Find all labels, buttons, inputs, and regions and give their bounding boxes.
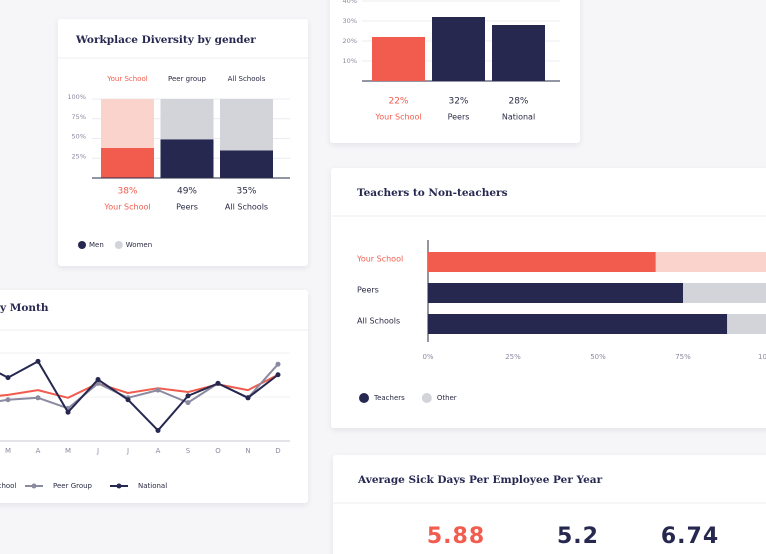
legend-marker <box>359 393 369 403</box>
x-tick-label: A <box>36 447 41 455</box>
value-label: 22% <box>388 97 408 107</box>
point <box>5 397 11 403</box>
card-title: Workplace Diversity by gender <box>75 34 256 46</box>
bar-segment <box>220 150 273 178</box>
legend-label: Teachers <box>373 394 405 402</box>
card-title: y Month <box>0 302 49 314</box>
value-label: 28% <box>508 97 528 107</box>
y-tick-label: 20% <box>343 37 357 45</box>
point <box>275 372 281 378</box>
legend-label: Women <box>126 241 152 249</box>
x-tick-label: D <box>275 447 280 455</box>
x-tick-label: 75% <box>675 353 691 361</box>
value-label: 35% <box>236 187 256 197</box>
point <box>245 395 251 401</box>
bar-segment <box>683 283 766 303</box>
legend-marker <box>116 483 122 489</box>
x-tick-label: N <box>245 447 250 455</box>
line-series <box>0 373 279 399</box>
category-label: National <box>502 113 535 122</box>
point <box>35 358 41 364</box>
category-label: Peers <box>448 113 470 122</box>
x-tick-label: S <box>186 447 191 455</box>
bar-segment <box>428 252 656 272</box>
category-label: Your School <box>374 113 421 122</box>
stat-value: 5.2 <box>557 524 599 549</box>
category-label: All Schools <box>357 317 400 326</box>
category-label: Peer group <box>168 75 207 83</box>
point <box>215 380 221 386</box>
point <box>155 387 161 393</box>
category-label: Your School <box>103 203 150 212</box>
point <box>125 397 131 403</box>
x-tick-label: J <box>96 447 99 455</box>
point <box>65 409 71 415</box>
category-label: Peers <box>176 203 198 212</box>
legend-marker <box>31 483 37 489</box>
point <box>275 361 281 367</box>
point <box>5 375 11 381</box>
legend-label: Other <box>437 394 457 402</box>
category-label: All Schools <box>225 203 268 212</box>
bar-segment <box>727 314 766 334</box>
y-tick-label: 30% <box>343 17 357 25</box>
bar <box>432 17 485 81</box>
legend-marker <box>421 393 432 403</box>
card-title: Average Sick Days Per Employee Per Year <box>357 474 603 486</box>
category-label: Your School <box>106 75 147 83</box>
bar-segment <box>220 99 273 151</box>
y-tick-label: 50% <box>72 133 86 141</box>
point <box>95 377 101 383</box>
y-tick-label: 40% <box>343 0 357 5</box>
x-tick-label: J <box>126 447 129 455</box>
point <box>155 427 161 433</box>
bar-segment <box>101 147 154 178</box>
category-label: All Schools <box>228 75 266 83</box>
value-label: 49% <box>177 187 197 197</box>
card <box>333 455 766 554</box>
value-label: 38% <box>117 187 137 197</box>
legend-label: Men <box>89 241 104 249</box>
bar-segment <box>101 99 154 148</box>
value-label: 32% <box>448 97 468 107</box>
x-tick-label: O <box>215 447 221 455</box>
bar-segment <box>428 314 728 334</box>
category-label: Your School <box>356 255 403 264</box>
bar-segment <box>428 283 683 303</box>
stat-value: 6.74 <box>661 524 719 549</box>
point <box>185 400 191 406</box>
card-month: y Month <box>0 290 308 503</box>
legend-label: National <box>138 482 167 490</box>
legend-marker <box>78 241 86 249</box>
card-sick-days: Average Sick Days Per Employee Per Year <box>333 455 766 554</box>
legend-label: Your School <box>0 482 16 490</box>
y-tick-label: 10% <box>343 57 357 65</box>
point <box>185 393 191 399</box>
y-tick-label: 25% <box>72 152 86 160</box>
x-tick-label: M <box>5 447 11 455</box>
legend-marker <box>114 241 123 249</box>
bar <box>492 25 545 81</box>
stat-value: 5.88 <box>427 524 485 549</box>
x-tick-label: 50% <box>590 353 606 361</box>
point <box>35 395 41 401</box>
x-tick-label: A <box>156 447 161 455</box>
bar-segment <box>655 252 766 272</box>
bar-segment <box>160 99 214 140</box>
bar-segment <box>160 139 214 178</box>
y-tick-label: 100% <box>67 93 86 101</box>
y-tick-label: 75% <box>72 113 86 121</box>
legend-label: Peer Group <box>53 482 93 490</box>
x-tick-label: 25% <box>505 353 521 361</box>
category-label: Peers <box>357 286 379 295</box>
x-tick-label: 100% <box>758 353 766 361</box>
bar <box>372 37 425 81</box>
card-title: Teachers to Non-teachers <box>357 187 508 199</box>
x-tick-label: 0% <box>422 353 433 361</box>
x-tick-label: M <box>65 447 71 455</box>
